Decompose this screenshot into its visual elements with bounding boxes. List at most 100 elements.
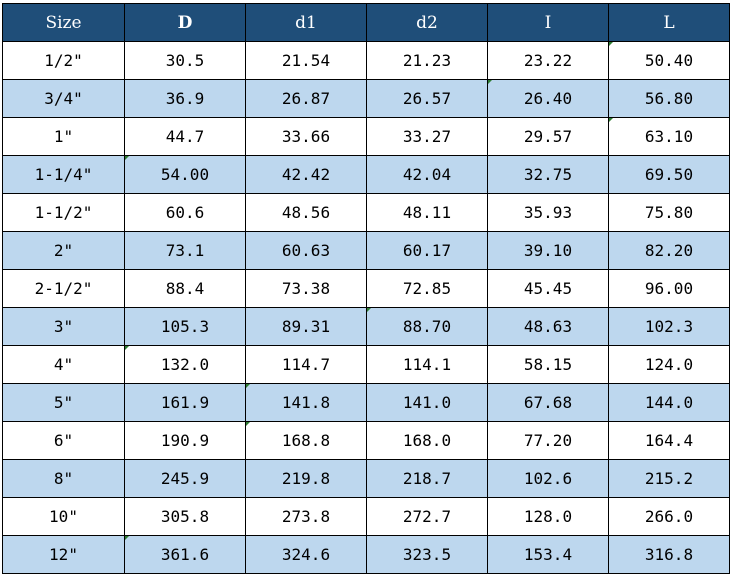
cell-i: 77.20 bbox=[487, 421, 609, 460]
cell-i: 67.68 bbox=[487, 383, 609, 422]
cell-l: 215.2 bbox=[608, 459, 730, 498]
cell-d: 161.9 bbox=[124, 383, 246, 422]
cell-i: 48.63 bbox=[487, 307, 609, 346]
cell-size: 10" bbox=[2, 497, 125, 536]
cell-i: 153.4 bbox=[487, 535, 609, 574]
cell-l: 50.40 bbox=[608, 41, 730, 80]
cell-size: 5" bbox=[2, 383, 125, 422]
cell-d1: 73.38 bbox=[245, 269, 367, 308]
cell-i: 45.45 bbox=[487, 269, 609, 308]
cell-d1: 168.8 bbox=[245, 421, 367, 460]
header-row: Size D d1 d2 I L bbox=[2, 3, 730, 42]
cell-d1: 219.8 bbox=[245, 459, 367, 498]
cell-d: 88.4 bbox=[124, 269, 246, 308]
header-d: D bbox=[124, 3, 246, 42]
cell-size: 3/4" bbox=[2, 79, 125, 118]
cell-l: 102.3 bbox=[608, 307, 730, 346]
table-row: 1-1/4" 54.00 42.42 42.04 32.75 69.50 bbox=[2, 155, 730, 194]
table-row: 1/2" 30.5 21.54 21.23 23.22 50.40 bbox=[2, 41, 730, 80]
cell-d: 54.00 bbox=[124, 155, 246, 194]
cell-size: 3" bbox=[2, 307, 125, 346]
cell-i: 35.93 bbox=[487, 193, 609, 232]
table-row: 4" 132.0 114.7 114.1 58.15 124.0 bbox=[2, 345, 730, 384]
cell-l: 69.50 bbox=[608, 155, 730, 194]
cell-d2: 72.85 bbox=[366, 269, 488, 308]
cell-d1: 89.31 bbox=[245, 307, 367, 346]
cell-d1: 21.54 bbox=[245, 41, 367, 80]
cell-d2: 114.1 bbox=[366, 345, 488, 384]
cell-d2: 141.0 bbox=[366, 383, 488, 422]
cell-i: 29.57 bbox=[487, 117, 609, 156]
cell-l: 164.4 bbox=[608, 421, 730, 460]
header-size: Size bbox=[2, 3, 125, 42]
cell-d2: 26.57 bbox=[366, 79, 488, 118]
table-row: 10" 305.8 273.8 272.7 128.0 266.0 bbox=[2, 497, 730, 536]
cell-d2: 168.0 bbox=[366, 421, 488, 460]
cell-l: 63.10 bbox=[608, 117, 730, 156]
cell-d1: 42.42 bbox=[245, 155, 367, 194]
cell-size: 2-1/2" bbox=[2, 269, 125, 308]
cell-l: 82.20 bbox=[608, 231, 730, 270]
table-row: 12" 361.6 324.6 323.5 153.4 316.8 bbox=[2, 535, 730, 574]
cell-d: 190.9 bbox=[124, 421, 246, 460]
cell-d1: 33.66 bbox=[245, 117, 367, 156]
cell-size: 1-1/2" bbox=[2, 193, 125, 232]
cell-l: 124.0 bbox=[608, 345, 730, 384]
cell-d: 132.0 bbox=[124, 345, 246, 384]
header-l: L bbox=[608, 3, 730, 42]
cell-l: 96.00 bbox=[608, 269, 730, 308]
cell-d2: 88.70 bbox=[366, 307, 488, 346]
cell-d: 73.1 bbox=[124, 231, 246, 270]
cell-d2: 42.04 bbox=[366, 155, 488, 194]
cell-i: 58.15 bbox=[487, 345, 609, 384]
cell-d2: 272.7 bbox=[366, 497, 488, 536]
table-row: 2" 73.1 60.63 60.17 39.10 82.20 bbox=[2, 231, 730, 270]
cell-d1: 141.8 bbox=[245, 383, 367, 422]
cell-size: 8" bbox=[2, 459, 125, 498]
cell-d1: 114.7 bbox=[245, 345, 367, 384]
cell-l: 266.0 bbox=[608, 497, 730, 536]
pipe-dimension-table: Size D d1 d2 I L 1/2" 30.5 21.54 21.23 2… bbox=[2, 3, 730, 574]
cell-d2: 218.7 bbox=[366, 459, 488, 498]
cell-d: 60.6 bbox=[124, 193, 246, 232]
cell-l: 75.80 bbox=[608, 193, 730, 232]
cell-l: 144.0 bbox=[608, 383, 730, 422]
cell-d2: 33.27 bbox=[366, 117, 488, 156]
cell-size: 2" bbox=[2, 231, 125, 270]
cell-size: 6" bbox=[2, 421, 125, 460]
table-row: 2-1/2" 88.4 73.38 72.85 45.45 96.00 bbox=[2, 269, 730, 308]
table-row: 8" 245.9 219.8 218.7 102.6 215.2 bbox=[2, 459, 730, 498]
cell-d: 361.6 bbox=[124, 535, 246, 574]
cell-d2: 60.17 bbox=[366, 231, 488, 270]
cell-size: 4" bbox=[2, 345, 125, 384]
cell-i: 128.0 bbox=[487, 497, 609, 536]
cell-d2: 21.23 bbox=[366, 41, 488, 80]
cell-size: 12" bbox=[2, 535, 125, 574]
header-d2: d2 bbox=[366, 3, 488, 42]
cell-d1: 60.63 bbox=[245, 231, 367, 270]
cell-d2: 323.5 bbox=[366, 535, 488, 574]
cell-d1: 48.56 bbox=[245, 193, 367, 232]
table-row: 1" 44.7 33.66 33.27 29.57 63.10 bbox=[2, 117, 730, 156]
table-row: 3/4" 36.9 26.87 26.57 26.40 56.80 bbox=[2, 79, 730, 118]
cell-d1: 26.87 bbox=[245, 79, 367, 118]
cell-d: 305.8 bbox=[124, 497, 246, 536]
cell-l: 56.80 bbox=[608, 79, 730, 118]
cell-d: 30.5 bbox=[124, 41, 246, 80]
header-i: I bbox=[487, 3, 609, 42]
cell-size: 1" bbox=[2, 117, 125, 156]
cell-i: 39.10 bbox=[487, 231, 609, 270]
cell-i: 102.6 bbox=[487, 459, 609, 498]
cell-d: 44.7 bbox=[124, 117, 246, 156]
cell-size: 1/2" bbox=[2, 41, 125, 80]
cell-size: 1-1/4" bbox=[2, 155, 125, 194]
cell-i: 32.75 bbox=[487, 155, 609, 194]
header-d1: d1 bbox=[245, 3, 367, 42]
cell-i: 26.40 bbox=[487, 79, 609, 118]
table-row: 6" 190.9 168.8 168.0 77.20 164.4 bbox=[2, 421, 730, 460]
cell-l: 316.8 bbox=[608, 535, 730, 574]
cell-d1: 324.6 bbox=[245, 535, 367, 574]
cell-d2: 48.11 bbox=[366, 193, 488, 232]
cell-d: 245.9 bbox=[124, 459, 246, 498]
table-row: 5" 161.9 141.8 141.0 67.68 144.0 bbox=[2, 383, 730, 422]
